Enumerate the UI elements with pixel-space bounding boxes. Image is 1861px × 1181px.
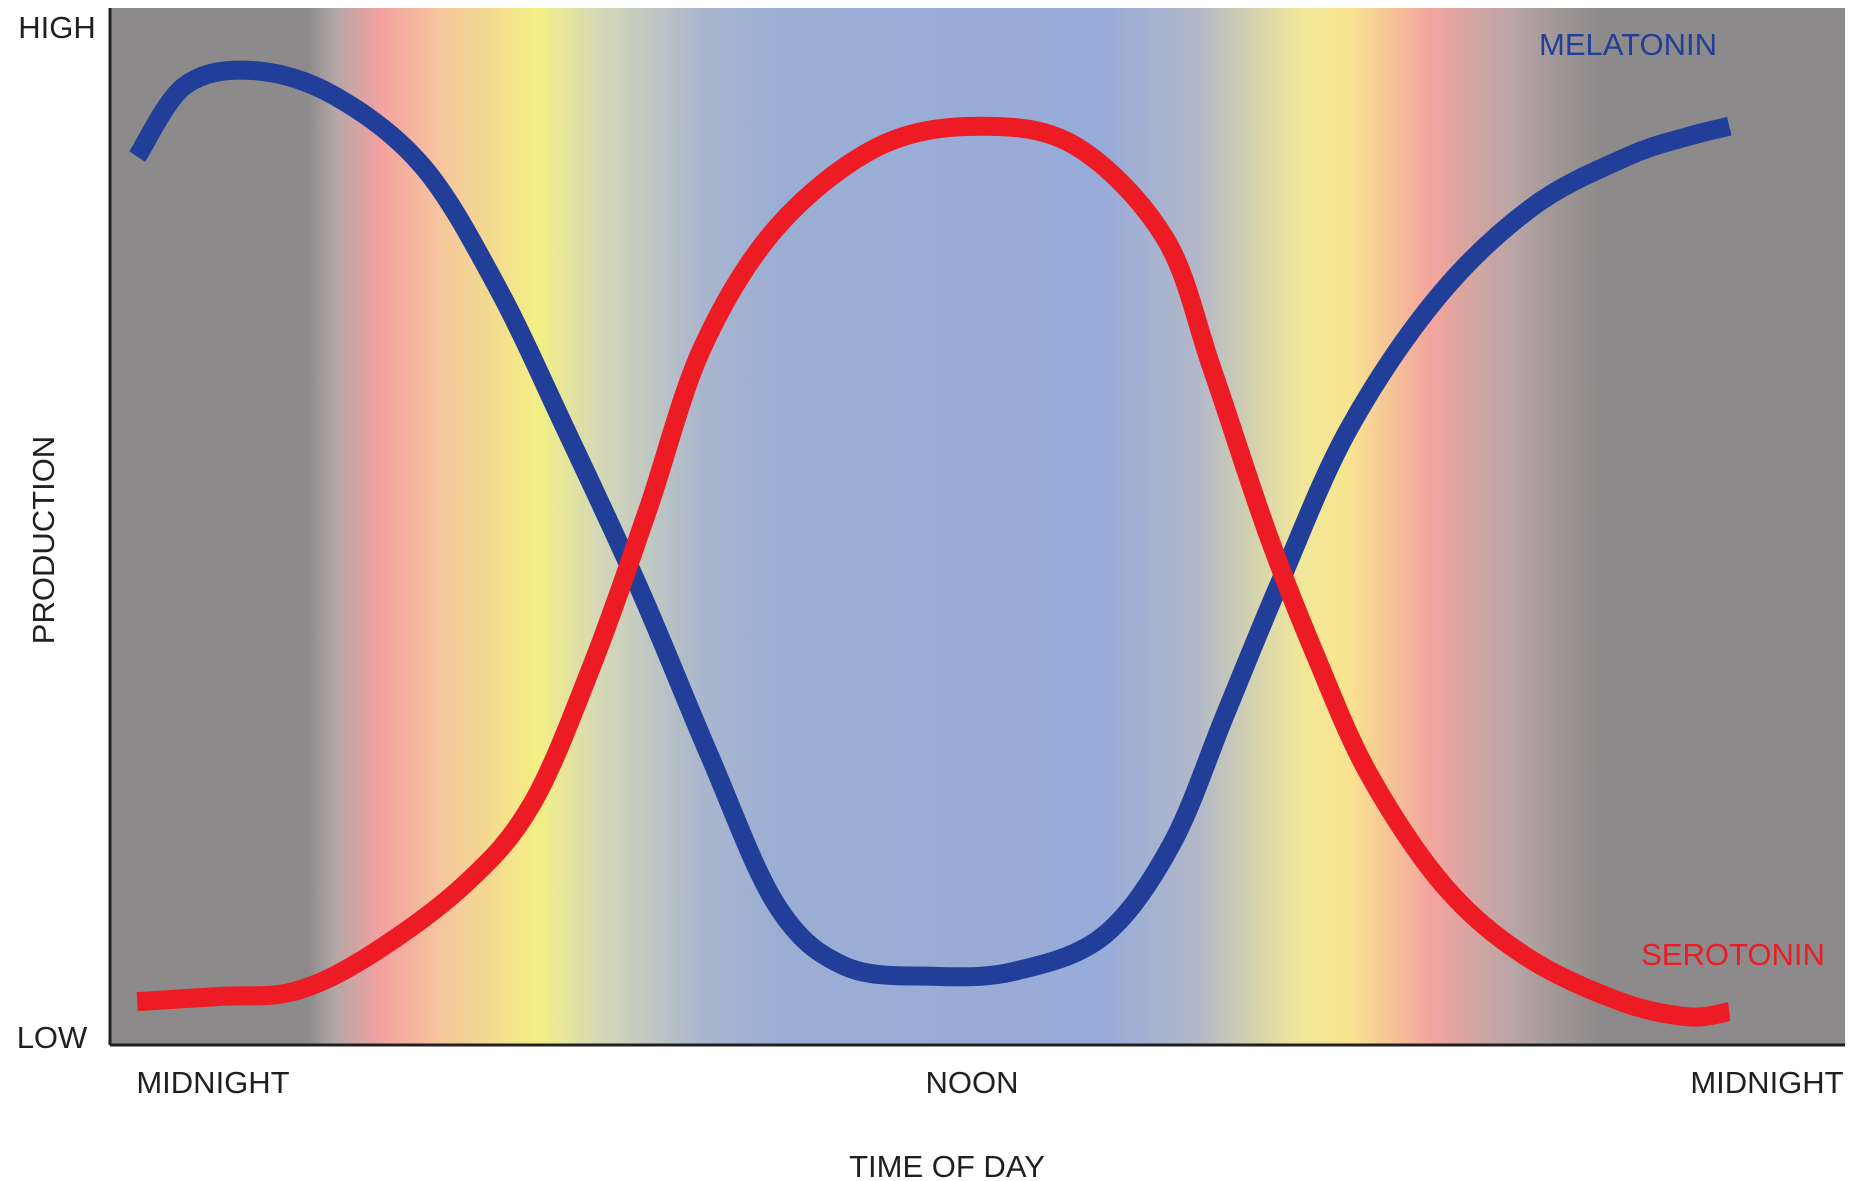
x-tick-label-midnight-end: MIDNIGHT [1690, 1065, 1843, 1100]
y-tick-label-low: LOW [17, 1020, 88, 1055]
x-axis-title: TIME OF DAY [849, 1149, 1045, 1181]
y-axis-title: PRODUCTION [26, 436, 61, 644]
series-label-melatonin: MELATONIN [1539, 27, 1717, 62]
y-tick-label-high: HIGH [18, 10, 96, 45]
time-of-day-background [110, 8, 1845, 1045]
x-tick-label-noon: NOON [926, 1065, 1019, 1100]
series-label-serotonin: SEROTONIN [1641, 937, 1825, 972]
x-tick-label-midnight-start: MIDNIGHT [136, 1065, 289, 1100]
